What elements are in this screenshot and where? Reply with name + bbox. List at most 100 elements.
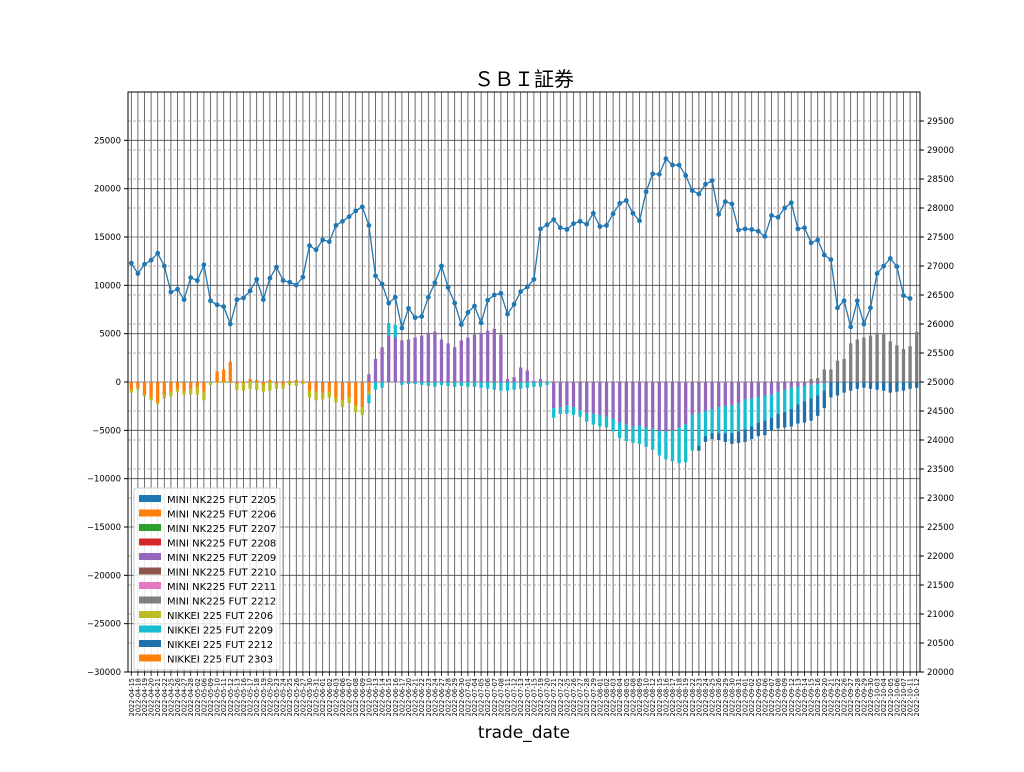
- price-point: [353, 208, 359, 214]
- bar-segment: [862, 337, 866, 382]
- bar-segment: [895, 345, 899, 382]
- bar-segment: [241, 382, 246, 383]
- x-tick-label: 2022-08-12: [649, 678, 657, 716]
- bar-segment: [169, 382, 173, 392]
- bar-segment: [294, 380, 298, 382]
- bar-segment: [750, 426, 754, 440]
- bar-segment: [657, 430, 661, 456]
- x-tick-label: 2022-06-06: [339, 678, 347, 716]
- legend-swatch: [139, 567, 161, 575]
- price-point: [848, 324, 854, 330]
- price-point: [538, 226, 543, 232]
- legend-label: NIKKEI 225 FUT 2212: [167, 640, 273, 651]
- bar-segment: [492, 382, 496, 390]
- y2-tick-label: 23000: [927, 494, 954, 504]
- x-tick-label: 2022-07-08: [497, 678, 505, 716]
- x-axis-label: trade_date: [478, 723, 570, 743]
- price-point: [524, 284, 530, 290]
- bar-segment: [604, 382, 609, 417]
- x-tick-label: 2022-05-27: [299, 678, 307, 716]
- bar-segment: [406, 382, 411, 384]
- x-tick-label: 2022-05-13: [233, 678, 241, 716]
- bar-segment: [664, 431, 668, 460]
- x-tick-label: 2022-09-28: [854, 678, 862, 716]
- legend-swatch: [139, 596, 161, 604]
- bar-segment: [195, 382, 199, 387]
- bar-segment: [565, 382, 569, 406]
- bar-segment: [868, 335, 873, 382]
- x-tick-label: 2022-07-07: [491, 678, 499, 716]
- bar-segment: [710, 382, 714, 410]
- bar-segment: [842, 382, 846, 393]
- legend-label: MINI NK225 FUT 2209: [167, 553, 276, 564]
- price-point: [742, 226, 748, 232]
- x-tick-label: 2022-08-15: [656, 678, 664, 716]
- price-point: [709, 178, 715, 184]
- bar-segment: [314, 391, 318, 401]
- bar-segment: [433, 331, 437, 382]
- x-tick-label: 2022-04-28: [187, 678, 195, 716]
- x-tick-label: 2022-07-11: [504, 678, 512, 716]
- x-tick-label: 2022-08-23: [695, 678, 703, 716]
- y-tick-label: −15000: [87, 523, 121, 533]
- bar-segment: [684, 382, 688, 425]
- x-tick-label: 2022-08-26: [715, 678, 723, 716]
- bar-segment: [710, 433, 714, 440]
- legend-swatch: [139, 538, 161, 546]
- bar-segment: [664, 382, 668, 432]
- price-point: [564, 227, 570, 232]
- bar-segment: [888, 382, 892, 393]
- bar-segment: [241, 382, 246, 391]
- price-point: [623, 198, 629, 203]
- bar-segment: [598, 414, 602, 427]
- bar-segment: [439, 339, 444, 382]
- x-tick-label: 2022-07-14: [524, 678, 532, 716]
- price-point: [359, 204, 365, 210]
- x-tick-label: 2022-06-13: [372, 678, 380, 716]
- bar-segment: [189, 382, 193, 389]
- price-point: [254, 276, 260, 282]
- price-point: [901, 293, 906, 298]
- x-tick-label: 2022-05-24: [280, 678, 288, 716]
- bar-segment: [862, 382, 866, 388]
- bar-segment: [525, 370, 529, 382]
- x-tick-label: 2022-07-29: [590, 678, 598, 716]
- price-point: [214, 302, 220, 308]
- bar-segment: [809, 382, 813, 385]
- bar-segment: [816, 395, 820, 416]
- bar-segment: [334, 397, 338, 403]
- bar-segment: [453, 382, 457, 387]
- bar-segment: [202, 382, 206, 392]
- x-tick-label: 2022-07-15: [530, 678, 538, 716]
- bar-segment: [835, 382, 840, 396]
- bar-segment: [373, 382, 378, 390]
- price-point: [590, 210, 596, 216]
- bar-segment: [499, 334, 503, 382]
- x-tick-label: 2022-09-15: [808, 678, 816, 716]
- x-tick-label: 2022-05-09: [207, 678, 215, 716]
- price-point: [472, 303, 477, 309]
- price-point: [696, 191, 702, 197]
- bar-segment: [578, 410, 582, 417]
- bar-segment: [175, 382, 180, 389]
- bar-segment: [538, 379, 543, 382]
- price-point: [412, 315, 418, 321]
- bar-segment: [915, 382, 919, 388]
- price-point: [326, 239, 332, 245]
- price-point: [458, 322, 464, 327]
- bar-segment: [156, 382, 160, 403]
- bar-segment: [519, 367, 523, 382]
- bar-segment: [723, 382, 727, 407]
- chart-title: ＳＢＩ証券: [474, 67, 574, 91]
- bar-segment: [855, 382, 859, 389]
- price-point: [241, 295, 246, 301]
- bar-segment: [723, 433, 727, 442]
- bar-segment: [512, 382, 516, 390]
- bar-segment: [783, 382, 787, 390]
- legend-swatch: [139, 625, 161, 633]
- bar-segment: [340, 400, 345, 408]
- bar-segment: [360, 382, 364, 408]
- bar-segment: [367, 374, 371, 382]
- bar-segment: [400, 340, 404, 382]
- bar-segment: [525, 382, 529, 388]
